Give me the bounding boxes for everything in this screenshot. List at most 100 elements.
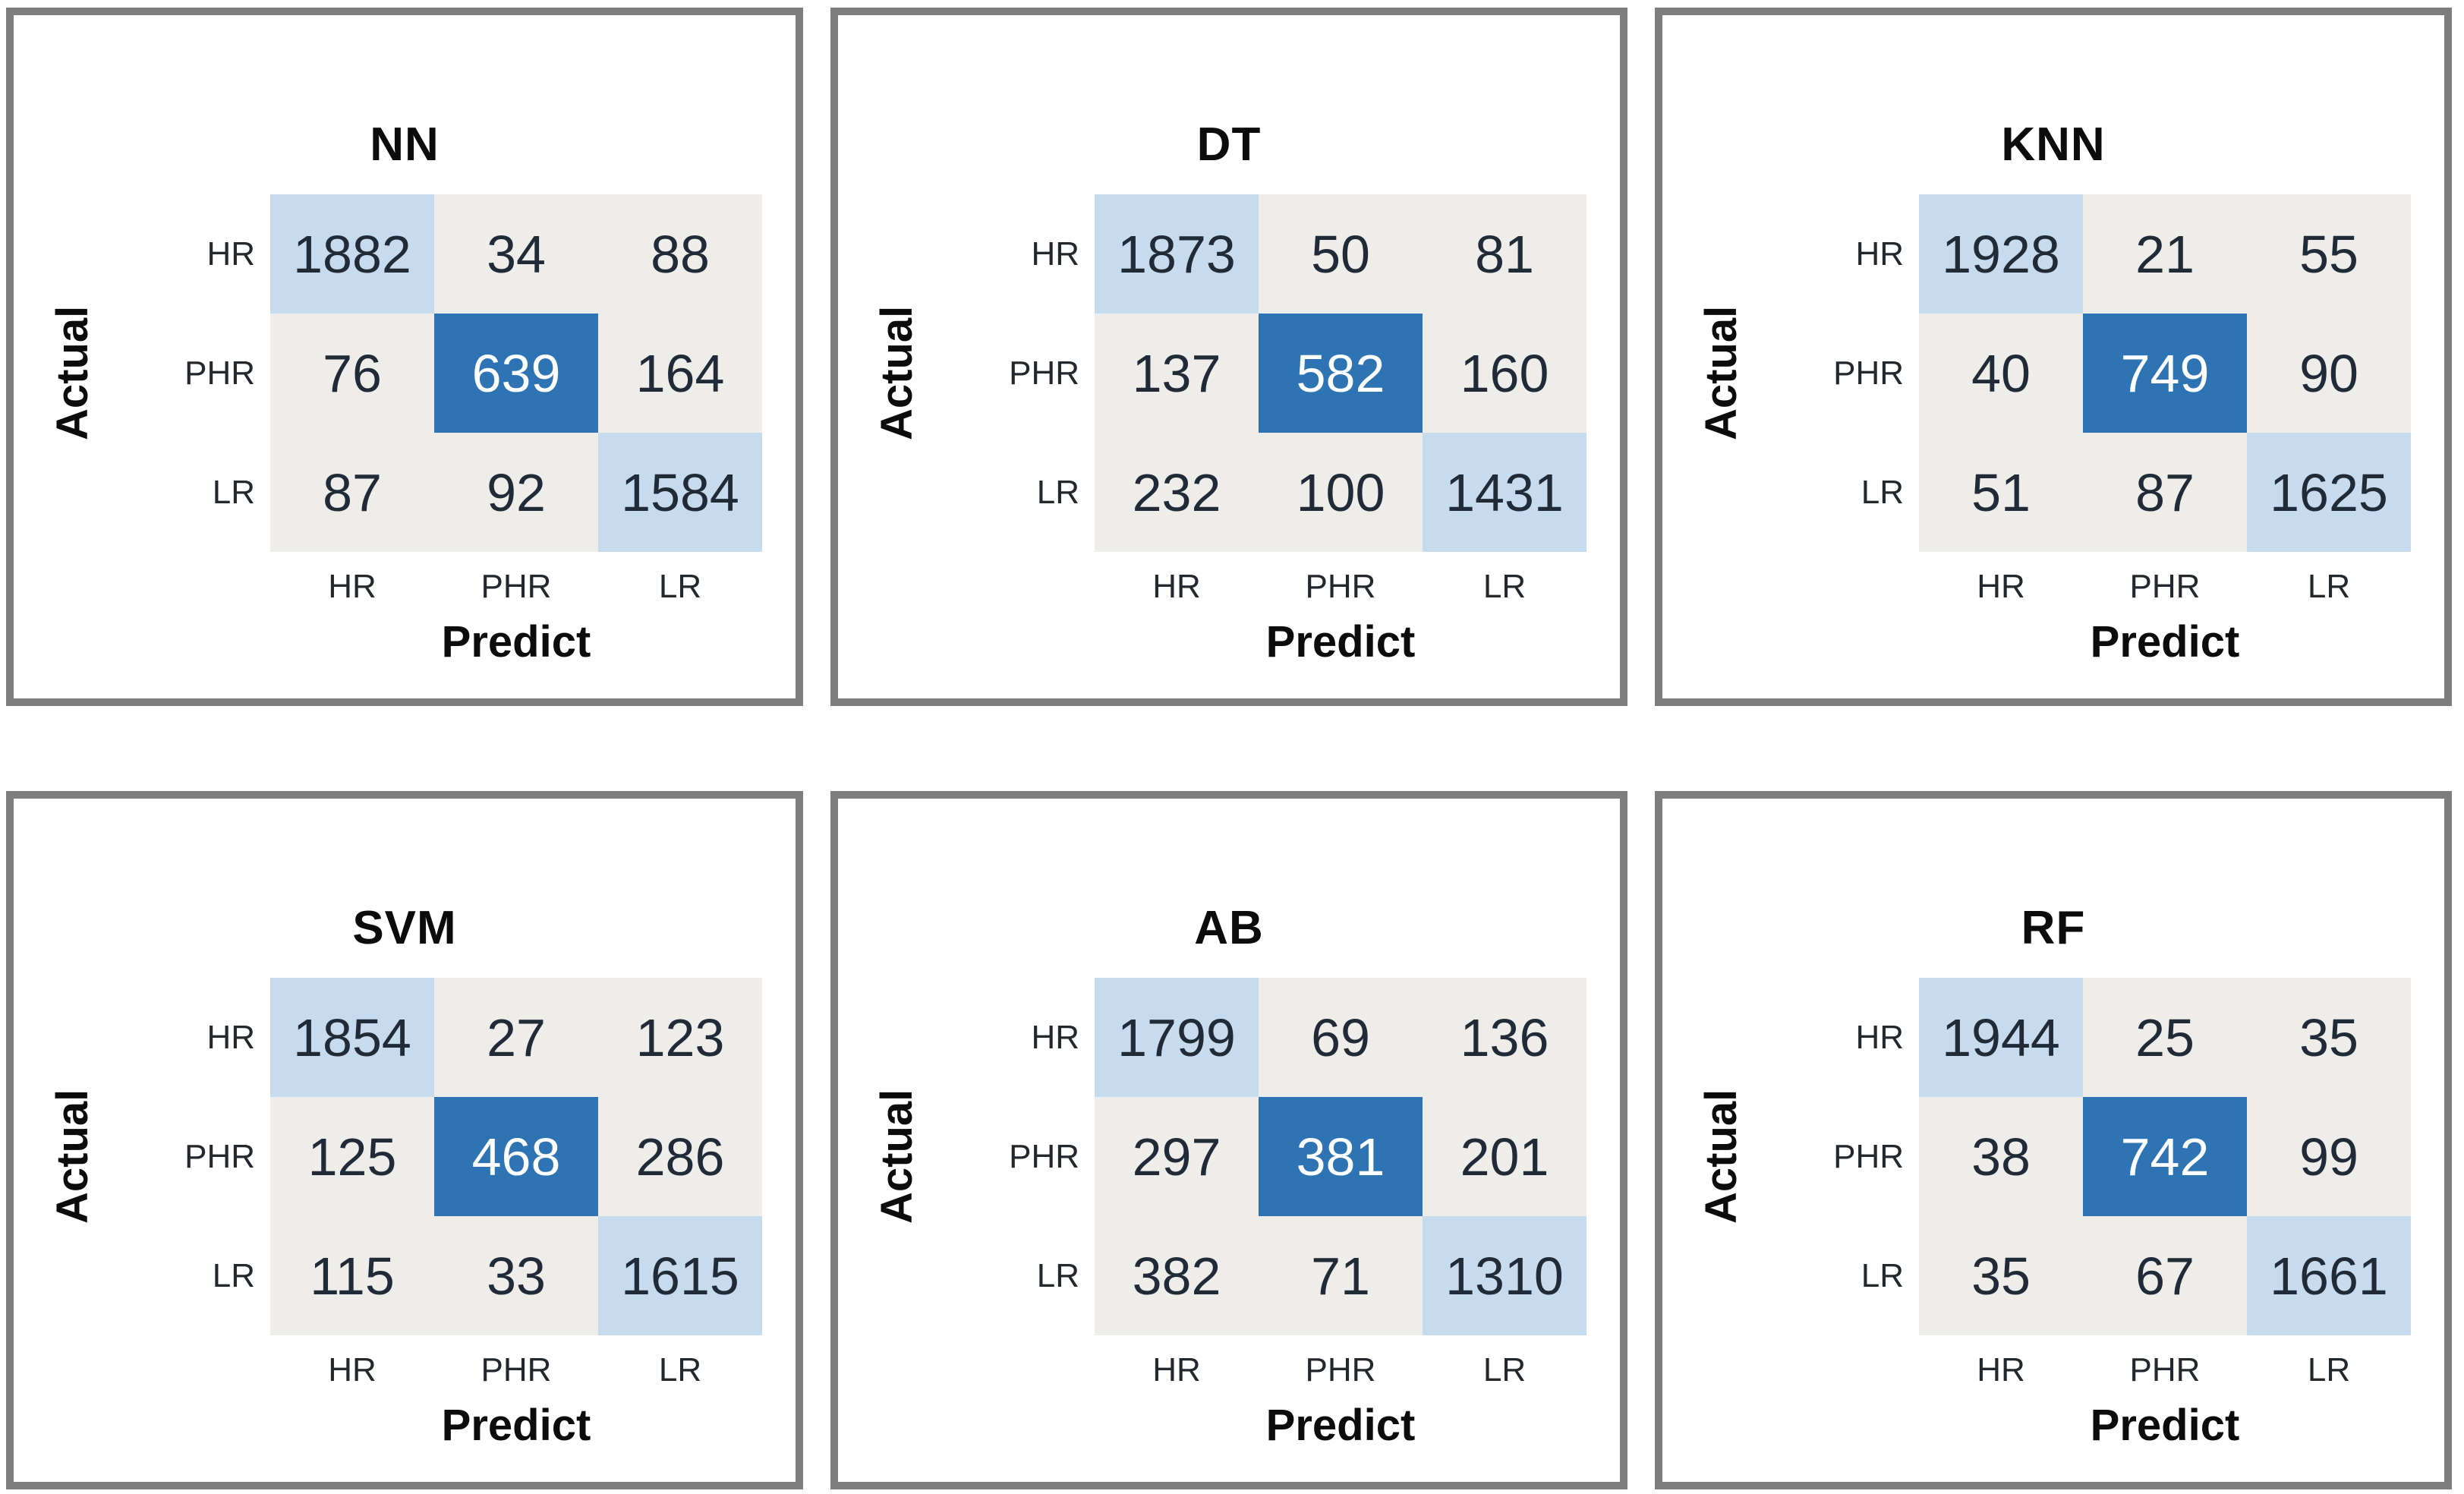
matrix-cell: 115 (270, 1216, 434, 1335)
x-axis-label: Predict (441, 617, 591, 667)
matrix-cell: 381 (1259, 1097, 1423, 1216)
col-label: LR (658, 568, 702, 605)
col-labels: HR PHR LR (270, 1351, 762, 1389)
matrix-cell: 582 (1259, 314, 1423, 433)
col-label: HR (328, 1351, 377, 1388)
col-label: HR (1152, 568, 1201, 605)
matrix-cell: 297 (1095, 1097, 1259, 1216)
matrix-cell: 125 (270, 1097, 434, 1216)
matrix-grid: 1944 25 35 38 742 99 35 67 1661 (1919, 978, 2411, 1335)
panel-title: DT (1196, 118, 1262, 172)
matrix-cell: 35 (2247, 978, 2411, 1097)
matrix-cell: 639 (434, 314, 598, 433)
matrix-cell: 51 (1919, 433, 2083, 552)
matrix-cell: 1854 (270, 978, 434, 1097)
matrix-cell: 71 (1259, 1216, 1423, 1335)
matrix-cell: 1310 (1423, 1216, 1586, 1335)
matrix-cell: 1625 (2247, 433, 2411, 552)
matrix-cell: 50 (1259, 194, 1423, 314)
col-label: LR (658, 1351, 702, 1388)
row-label: PHR (1833, 1137, 1904, 1175)
panel-title: AB (1194, 902, 1264, 955)
row-labels: HR PHR LR (838, 978, 1079, 1335)
confusion-matrix-panel-knn: KNN Actual HR PHR LR 1928 21 55 40 749 90 51 87 1625 H… (1655, 8, 2452, 706)
row-label: HR (1855, 1018, 1904, 1056)
x-axis-label: Predict (441, 1401, 591, 1450)
matrix-cell: 232 (1095, 433, 1259, 552)
matrix-cell: 1661 (2247, 1216, 2411, 1335)
matrix-cell: 33 (434, 1216, 598, 1335)
x-axis-label: Predict (2090, 617, 2240, 667)
matrix-cell: 1584 (598, 433, 762, 552)
col-labels: HR PHR LR (1919, 1351, 2411, 1389)
col-label: PHR (481, 1351, 552, 1388)
matrix-cell: 1799 (1095, 978, 1259, 1097)
matrix-cell: 201 (1423, 1097, 1586, 1216)
col-label: HR (328, 568, 377, 605)
matrix-cell: 25 (2083, 978, 2247, 1097)
row-label: PHR (1833, 354, 1904, 392)
row-label: HR (206, 1018, 255, 1056)
matrix-grid: 1882 34 88 76 639 164 87 92 1584 (270, 194, 762, 552)
row-label: PHR (1009, 1137, 1079, 1175)
matrix-cell: 137 (1095, 314, 1259, 433)
matrix-grid: 1854 27 123 125 468 286 115 33 1615 (270, 978, 762, 1335)
matrix-cell: 76 (270, 314, 434, 433)
matrix-cell: 34 (434, 194, 598, 314)
row-label: LR (1036, 1256, 1079, 1294)
col-labels: HR PHR LR (270, 568, 762, 606)
row-label: PHR (184, 354, 255, 392)
col-label: PHR (1305, 568, 1376, 605)
row-labels: HR PHR LR (838, 194, 1079, 552)
row-labels: HR PHR LR (14, 194, 255, 552)
matrix-cell: 87 (2083, 433, 2247, 552)
col-label: PHR (1305, 1351, 1376, 1388)
confusion-matrix-panel-ab: AB Actual HR PHR LR 1799 69 136 297 381 201 382 71 13… (830, 791, 1627, 1489)
matrix-cell: 1615 (598, 1216, 762, 1335)
matrix-grid: 1799 69 136 297 381 201 382 71 1310 (1095, 978, 1586, 1335)
col-label: HR (1977, 568, 2025, 605)
col-label: HR (1152, 1351, 1201, 1388)
matrix-cell: 99 (2247, 1097, 2411, 1216)
confusion-matrix-panel-svm: SVM Actual HR PHR LR 1854 27 123 125 468 286 115 33 1… (6, 791, 803, 1489)
row-labels: HR PHR LR (1662, 194, 1904, 552)
row-labels: HR PHR LR (14, 978, 255, 1335)
matrix-cell: 69 (1259, 978, 1423, 1097)
row-label: HR (1031, 1018, 1079, 1056)
row-labels: HR PHR LR (1662, 978, 1904, 1335)
col-label: PHR (481, 568, 552, 605)
matrix-cell: 1928 (1919, 194, 2083, 314)
x-axis-label: Predict (1265, 617, 1416, 667)
col-labels: HR PHR LR (1095, 1351, 1586, 1389)
x-axis-label: Predict (2090, 1401, 2240, 1450)
matrix-grid: 1928 21 55 40 749 90 51 87 1625 (1919, 194, 2411, 552)
matrix-cell: 1873 (1095, 194, 1259, 314)
panel-title: RF (2021, 902, 2086, 955)
row-label: LR (212, 1256, 255, 1294)
confusion-matrix-panel-nn: NN Actual HR PHR LR 1882 34 88 76 639 164 87 92 1584 H… (6, 8, 803, 706)
col-labels: HR PHR LR (1095, 568, 1586, 606)
confusion-matrix-panel-dt: DT Actual HR PHR LR 1873 50 81 137 582 160 232 100 14… (830, 8, 1627, 706)
col-label: LR (1482, 568, 1527, 605)
matrix-grid: 1873 50 81 137 582 160 232 100 1431 (1095, 194, 1586, 552)
row-label: PHR (184, 1137, 255, 1175)
matrix-cell: 164 (598, 314, 762, 433)
row-label: LR (212, 473, 255, 511)
x-axis-label: Predict (1265, 1401, 1416, 1450)
matrix-cell: 123 (598, 978, 762, 1097)
col-label: LR (2307, 568, 2351, 605)
col-labels: HR PHR LR (1919, 568, 2411, 606)
matrix-cell: 87 (270, 433, 434, 552)
matrix-cell: 160 (1423, 314, 1586, 433)
col-label: LR (1482, 1351, 1527, 1388)
col-label: HR (1977, 1351, 2025, 1388)
panel-title: NN (370, 118, 440, 172)
panel-title: SVM (352, 902, 457, 955)
col-label: PHR (2129, 568, 2201, 605)
matrix-cell: 1944 (1919, 978, 2083, 1097)
matrix-cell: 55 (2247, 194, 2411, 314)
row-label: PHR (1009, 354, 1079, 392)
confusion-matrix-panel-rf: RF Actual HR PHR LR 1944 25 35 38 742 99 35 67 1661 HR… (1655, 791, 2452, 1489)
